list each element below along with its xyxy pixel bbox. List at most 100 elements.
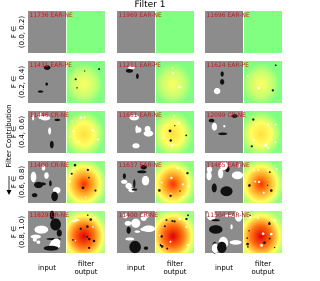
- cell-label: 11829 CR-NE: [30, 212, 70, 219]
- output-dot: [86, 168, 90, 172]
- output-dot: [274, 64, 277, 67]
- output-dot: [248, 230, 250, 232]
- output-dot: [93, 216, 96, 219]
- output-dot: [270, 189, 273, 192]
- output-dot: [78, 219, 80, 222]
- y-axis: Filter Contribution: [5, 104, 13, 195]
- output-image: [156, 111, 194, 153]
- output-label: filter output: [163, 260, 186, 276]
- output-dot: [185, 225, 188, 228]
- output-dot: [246, 75, 249, 77]
- cell-label: 11431 EAR-PE: [30, 62, 73, 69]
- output-dot: [162, 137, 165, 139]
- output-dot: [88, 176, 90, 179]
- input-blob: [142, 225, 156, 233]
- row-label-range: (0.2, 0.4): [18, 66, 26, 98]
- output-dot: [247, 246, 249, 248]
- output-dot: [262, 191, 265, 194]
- output-dot: [267, 123, 270, 126]
- output-dot: [79, 116, 83, 119]
- input-blob: [206, 209, 216, 221]
- row-label-range: (0.6, 0.8): [18, 166, 26, 198]
- output-image: [67, 111, 105, 153]
- input-image: [117, 61, 155, 103]
- output-dot: [71, 169, 74, 171]
- output-dot: [74, 240, 77, 242]
- output-dot: [266, 170, 269, 172]
- input-blob: [30, 171, 37, 183]
- input-blob: [129, 114, 140, 121]
- output-dot: [181, 86, 183, 88]
- output-dot: [169, 194, 172, 197]
- row-label-prefix: F ∈: [10, 126, 18, 138]
- input-image: [28, 11, 66, 53]
- figure: Filter 1 Filter Contribution F ∈ (0.0, 0.…: [5, 0, 282, 276]
- output-dot: [187, 185, 190, 187]
- input-blob: [125, 182, 132, 189]
- output-dot: [253, 169, 255, 172]
- output-dot: [85, 196, 87, 198]
- output-dot: [173, 115, 176, 118]
- input-blob: [135, 125, 139, 134]
- input-blob: [231, 171, 244, 180]
- input-blob: [214, 126, 217, 130]
- input-blob: [211, 219, 220, 222]
- input-blob: [220, 186, 233, 197]
- output-dot: [160, 245, 164, 248]
- output-dot: [171, 143, 174, 147]
- output-label: filter output: [251, 260, 274, 276]
- output-dot: [178, 85, 181, 89]
- output-dot: [269, 232, 273, 236]
- output-dot: [158, 164, 160, 167]
- output-dot: [73, 163, 77, 167]
- output-dot: [98, 68, 101, 71]
- cell-label: 11446 CR-NE: [30, 112, 70, 119]
- output-dot: [252, 118, 255, 121]
- input-image: [117, 11, 155, 53]
- row-label-prefix: F ∈: [10, 26, 18, 38]
- output-dot: [246, 242, 249, 246]
- row-label-range: (0.4, 0.6): [18, 116, 26, 148]
- output-dot: [258, 180, 261, 184]
- output-dot: [257, 169, 260, 171]
- output-dot: [248, 215, 252, 219]
- output-dot: [79, 227, 82, 230]
- input-blob: [129, 240, 141, 254]
- output-dot: [72, 239, 74, 241]
- input-blob: [44, 172, 49, 179]
- figure-title: Filter 1: [135, 0, 166, 10]
- row-label: F ∈ (0.0, 0.2): [10, 16, 26, 48]
- input-blob: [41, 165, 46, 171]
- input-blob: [125, 68, 133, 73]
- output-dot: [171, 220, 174, 222]
- input-blob: [134, 230, 141, 233]
- input-blob: [143, 130, 154, 137]
- input-blob: [43, 65, 51, 70]
- output-dot: [186, 171, 189, 175]
- output-dot: [174, 125, 176, 127]
- output-dot: [252, 138, 255, 141]
- output-dot: [169, 139, 172, 142]
- output-dot: [273, 246, 276, 249]
- input-blob: [122, 213, 128, 219]
- output-dot: [185, 134, 188, 137]
- row-label-prefix: F ∈: [10, 176, 18, 188]
- output-dot: [88, 237, 91, 241]
- output-image: [244, 161, 282, 203]
- input-blob: [237, 163, 241, 168]
- input-blob: [38, 112, 42, 120]
- input-blob: [49, 140, 54, 149]
- output-dot: [69, 135, 71, 137]
- input-label: input: [127, 264, 145, 272]
- output-dot: [75, 218, 78, 222]
- output-dot: [69, 180, 71, 183]
- output-dot: [256, 216, 259, 219]
- output-dot: [165, 219, 168, 222]
- output-label: filter output: [74, 260, 97, 276]
- output-dot: [173, 220, 176, 223]
- output-dot: [274, 141, 277, 144]
- input-blob: [121, 179, 128, 184]
- output-dot: [271, 89, 274, 92]
- input-blob: [52, 238, 61, 247]
- input-blob: [213, 87, 221, 95]
